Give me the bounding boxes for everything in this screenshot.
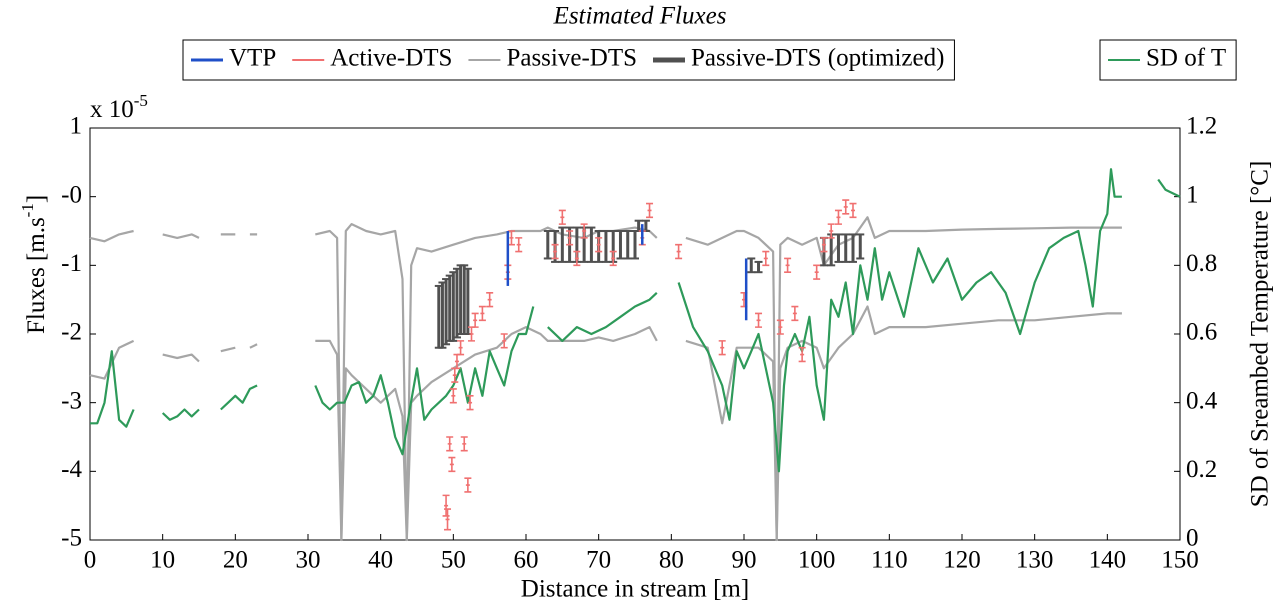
y-tick-label: -1 [61, 250, 82, 277]
y-multiplier: x 10-5 [90, 91, 148, 123]
x-tick-label: 60 [514, 547, 539, 574]
x-tick-label: 20 [223, 547, 248, 574]
error-bar [718, 340, 726, 356]
error-bar [842, 199, 850, 215]
error-bar [449, 388, 457, 404]
error-bar [791, 305, 799, 322]
error-bar [442, 494, 450, 517]
series-line [89, 305, 1122, 542]
error-bar [464, 477, 472, 493]
x-tick-label: 90 [732, 547, 757, 574]
legend-box [182, 39, 955, 81]
y-tick-label: 1 [70, 113, 83, 140]
y2-tick-label: 0 [1186, 525, 1199, 552]
error-bar [551, 243, 559, 260]
x-tick-label: 120 [943, 547, 981, 574]
error-bar [646, 202, 654, 219]
y-label-text: Fluxes [m.s [23, 217, 50, 334]
error-bar [740, 292, 748, 308]
error-bar [820, 237, 828, 253]
x-tick-label: 50 [441, 547, 466, 574]
error-bar [849, 202, 857, 219]
legend-label: Active-DTS [330, 45, 452, 72]
y-tick-label: -0 [61, 181, 82, 208]
error-bar [486, 292, 494, 308]
legend-label: Passive-DTS (optimized) [691, 45, 944, 72]
error-bar [675, 243, 683, 260]
x-tick-label: 70 [586, 547, 611, 574]
legend-label: Passive-DTS [506, 45, 637, 72]
y2-tick-label: 0.4 [1186, 387, 1218, 414]
error-bar [755, 312, 763, 328]
y-tick-label: -2 [61, 319, 82, 346]
series-line [90, 168, 1181, 473]
y2-tick-label: 0.8 [1186, 250, 1217, 277]
y-tick-label: -5 [61, 525, 82, 552]
y-multiplier-base: x 10 [90, 96, 134, 123]
x-tick-label: 40 [368, 547, 393, 574]
y-label-end: ] [23, 195, 50, 203]
x-tick-label: 30 [296, 547, 321, 574]
error-bar [595, 237, 603, 253]
y2-tick-label: 1 [1186, 181, 1199, 208]
error-bar [466, 395, 474, 411]
error-bar [448, 456, 456, 473]
error-bar [784, 257, 792, 273]
x-axis-label: Distance in stream [m] [521, 576, 749, 603]
y-tick-label: -4 [61, 456, 82, 483]
error-bar [471, 312, 479, 328]
error-bar [515, 237, 523, 253]
x-tick-label: 0 [84, 547, 97, 574]
y2-tick-label: 0.2 [1186, 456, 1217, 483]
error-bar [609, 250, 617, 267]
error-bar [444, 508, 452, 531]
series-line [89, 216, 1122, 542]
error-bar [573, 250, 581, 267]
y2-tick-label: 1.2 [1186, 113, 1217, 140]
error-bar [558, 209, 566, 225]
error-bar [566, 230, 574, 246]
legend: SD of T [1099, 39, 1237, 81]
error-bar [507, 230, 515, 246]
error-bar [446, 436, 454, 452]
error-bar [468, 326, 475, 342]
x-tick-label: 140 [1089, 547, 1127, 574]
y-axis-label: Fluxes [m.s-1] [18, 195, 50, 334]
legend-label: SD of T [1146, 45, 1226, 72]
error-bar [798, 346, 806, 363]
x-tick-label: 110 [871, 547, 908, 574]
error-bar [460, 436, 468, 452]
error-bar [453, 353, 461, 370]
chart-title: Estimated Fluxes [553, 3, 727, 30]
y-axis-label-main: Fluxes [m.s-1] [18, 195, 50, 334]
error-bar [457, 340, 465, 356]
legend-box [1099, 39, 1237, 81]
x-tick-label: 150 [1161, 547, 1199, 574]
error-bar [478, 305, 486, 322]
y2-tick-label: 0.6 [1186, 319, 1217, 346]
error-bar [827, 223, 835, 239]
legend: VTP Active-DTS Passive-DTS Passive-DTS (opt… [182, 39, 955, 81]
y-label-sup: -1 [18, 203, 37, 217]
legend-label: VTP [229, 45, 276, 72]
y-multiplier-exp: -5 [134, 91, 148, 110]
error-bar [762, 250, 770, 267]
y2-axis-label: SD of Sreambed Temperature [°C] [1247, 161, 1274, 508]
error-bar [451, 367, 459, 383]
x-tick-label: 80 [659, 547, 684, 574]
error-bar [834, 209, 842, 225]
error-bar [776, 319, 784, 335]
x-tick-label: 10 [150, 547, 175, 574]
error-bar [813, 264, 821, 280]
x-tick-label: 100 [798, 547, 836, 574]
x-tick-label: 130 [1016, 547, 1054, 574]
error-bar [500, 333, 508, 349]
y-tick-label: -3 [61, 387, 82, 414]
error-bar [580, 223, 588, 239]
